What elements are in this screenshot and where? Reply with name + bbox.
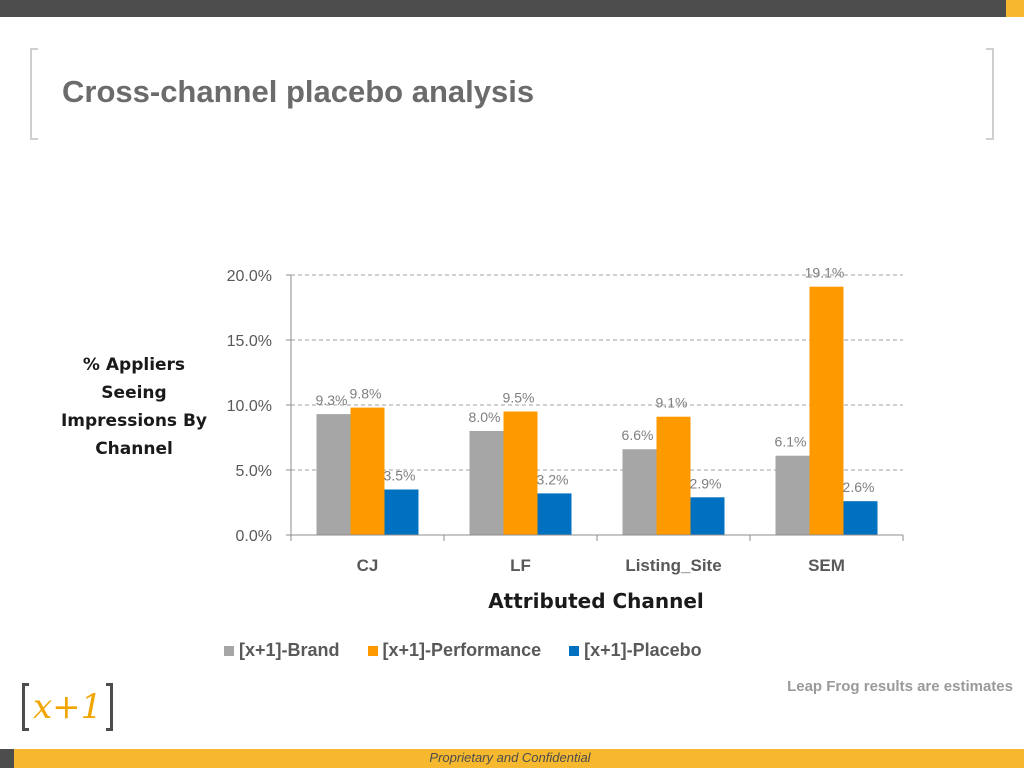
x-axis-label: Attributed Channel (488, 589, 704, 613)
legend-item-placebo: [x+1]-Placebo (569, 640, 702, 661)
data-label: 8.0% (469, 409, 501, 425)
data-label: 9.1% (656, 395, 688, 411)
data-label: 9.3% (316, 392, 348, 408)
bar (316, 414, 351, 535)
x-category-label: SEM (808, 556, 845, 575)
bar (350, 407, 385, 535)
footnote: Leap Frog results are estimates (787, 678, 1013, 695)
y-tick-label: 20.0% (227, 268, 272, 285)
bar (656, 416, 691, 535)
data-label: 2.6% (843, 479, 875, 495)
bar (384, 489, 419, 535)
data-label: 19.1% (805, 265, 845, 281)
bottom-accent-bar (0, 749, 14, 768)
top-accent-bar (1006, 0, 1024, 17)
y-tick-label: 5.0% (236, 463, 272, 480)
y-axis-label: % Appliers Seeing Impressions By Channel (60, 355, 208, 459)
bar (809, 286, 844, 535)
bar (622, 449, 657, 535)
y-tick-label: 0.0% (236, 528, 272, 545)
y-tick-label: 15.0% (227, 333, 272, 350)
bottom-bar (0, 749, 1024, 768)
confidential-notice: Proprietary and Confidential (429, 750, 591, 765)
legend-swatch-performance (367, 645, 378, 656)
data-label: 2.9% (690, 475, 722, 491)
bars (316, 286, 878, 535)
data-label: 6.6% (622, 427, 654, 443)
bar (537, 493, 572, 535)
legend-item-brand: [x+1]-Brand (224, 640, 340, 661)
bar (775, 455, 810, 535)
logo-text: x+1 (33, 687, 103, 727)
bar (469, 431, 504, 535)
data-label: 3.5% (384, 468, 416, 484)
legend-item-performance: [x+1]-Performance (367, 640, 542, 661)
y-tick-label: 10.0% (227, 398, 272, 415)
legend-label-performance: [x+1]-Performance (382, 640, 542, 660)
axes (286, 274, 904, 541)
data-label: 9.8% (350, 386, 382, 402)
logo-bracket-left (22, 683, 29, 731)
bar (690, 497, 725, 535)
title-bracket-left (30, 48, 38, 140)
x-category-label: Listing_Site (625, 556, 721, 575)
legend-label-brand: [x+1]-Brand (239, 640, 340, 660)
labels: 0.0% 5.0% 10.0% 15.0% 20.0% 9.3% 9.8% 3.5% CJ 8.0… (227, 265, 875, 575)
logo-bracket-right (106, 683, 114, 731)
x-category-label: LF (510, 556, 531, 575)
slide-title: Cross-channel placebo analysis (62, 74, 535, 109)
legend-label-placebo: [x+1]-Placebo (584, 640, 702, 660)
bar (843, 501, 878, 535)
top-bar (0, 0, 1024, 17)
data-label: 6.1% (775, 434, 807, 450)
data-label: 3.2% (537, 471, 569, 487)
legend-swatch-placebo (569, 645, 580, 656)
bar (503, 411, 538, 535)
chart-legend: [x+1]-Brand [x+1]-Performance [x+1]-Plac… (224, 640, 730, 661)
grid-lines (291, 274, 903, 471)
legend-swatch-brand (224, 645, 234, 656)
title-bracket-right (986, 48, 994, 140)
x-category-label: CJ (357, 556, 379, 575)
bar-chart: 0.0% 5.0% 10.0% 15.0% 20.0% 9.3% 9.8% 3.5% CJ 8.0… (227, 265, 904, 575)
company-logo: x+1 (22, 681, 114, 733)
data-label: 9.5% (503, 390, 535, 406)
